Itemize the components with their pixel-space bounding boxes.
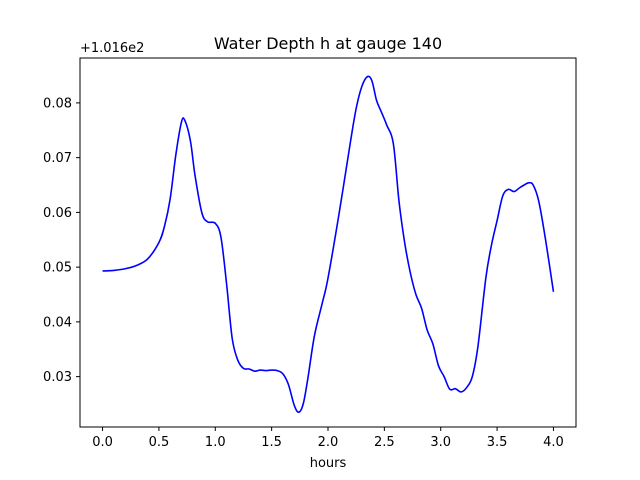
series-line-0 (102, 75, 555, 414)
y-tick-label: 0.07 (43, 151, 72, 166)
x-tick-label: 0.0 (92, 435, 113, 450)
x-tick-label: 1.0 (205, 435, 226, 450)
x-tick-label: 3.5 (487, 435, 508, 450)
x-axis-label: hours (310, 456, 347, 471)
y-axis: 0.03 0.04 0.05 0.06 0.07 0.08 (43, 96, 80, 385)
series-layer (102, 75, 555, 414)
x-axis: 0.0 0.5 1.0 1.5 2.0 2.5 3.0 3.5 4.0 (92, 427, 564, 450)
x-tick-label: 4.0 (543, 435, 564, 450)
x-tick-label: 1.5 (261, 435, 282, 450)
x-tick-label: 2.0 (318, 435, 339, 450)
x-tick-label: 0.5 (149, 435, 170, 450)
plot-frame (79, 57, 577, 428)
y-tick-label: 0.08 (43, 96, 72, 111)
chart-title: Water Depth h at gauge 140 (214, 34, 442, 53)
x-tick-label: 3.0 (430, 435, 451, 450)
y-tick-label: 0.03 (43, 370, 72, 385)
y-axis-offset-label: +1.016e2 (80, 41, 144, 56)
y-tick-label: 0.04 (43, 315, 72, 330)
y-tick-label: 0.06 (43, 206, 72, 221)
x-tick-label: 2.5 (374, 435, 395, 450)
y-tick-label: 0.05 (43, 261, 72, 276)
